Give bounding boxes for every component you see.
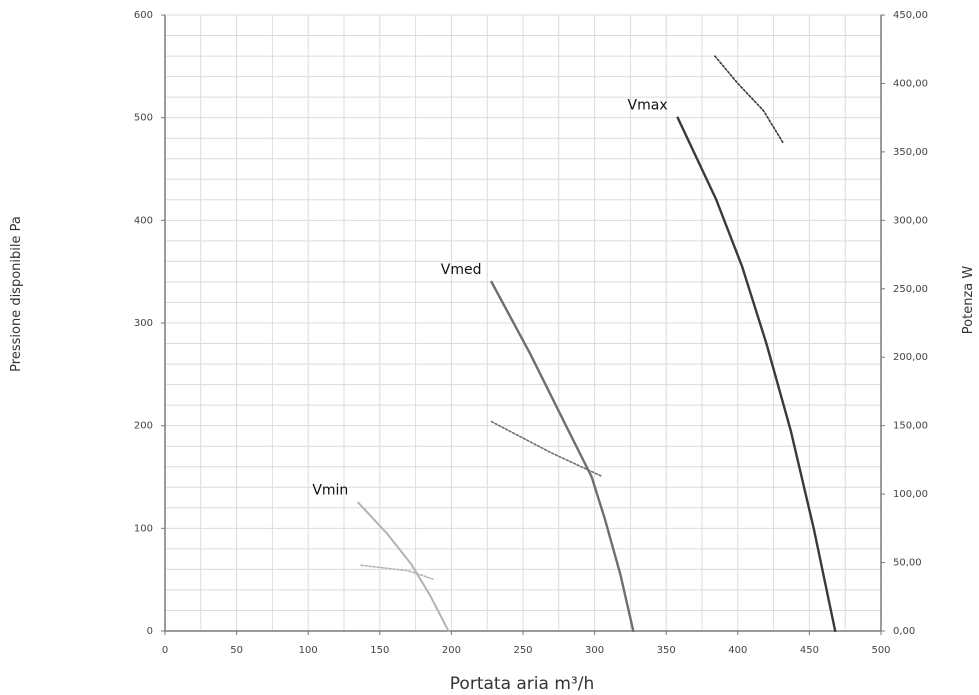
y-tick-label: 500: [134, 113, 153, 124]
y-tick-label: 200: [134, 421, 153, 432]
x-tick-label: 400: [728, 645, 747, 656]
y-tick-label: 400: [134, 215, 153, 226]
pressure-curve-vmax: [676, 116, 837, 633]
y2-tick-label: 450,00: [893, 10, 928, 21]
y2-tick-label: 100,00: [893, 489, 928, 500]
y-tick-label: 100: [134, 523, 153, 534]
x-tick-label: 450: [800, 645, 819, 656]
pressure-curve-vmed: [490, 280, 635, 633]
series-labels: Vmin Vmed Vmax: [312, 98, 667, 499]
series-label-vmed: Vmed: [441, 262, 482, 278]
y2-tick-label: 350,00: [893, 147, 928, 158]
x-tick-label: 500: [871, 645, 890, 656]
x-axis-title: Portata aria m³/h: [450, 674, 594, 694]
power-curve-vmax: [714, 55, 785, 145]
y2-axis-title: Potenza W: [961, 266, 976, 335]
y2-tick-label: 300,00: [893, 215, 928, 226]
x-tick-label: 150: [370, 645, 389, 656]
power-curve-vmin: [360, 564, 434, 580]
x-tick-label: 300: [585, 645, 604, 656]
x-tick-label: 250: [513, 645, 532, 656]
y2-tick-label: 200,00: [893, 352, 928, 363]
y-axis-title: Pressione disponibile Pa: [9, 216, 24, 372]
axis-titles: Pressione disponibile Pa Potenza W Porta…: [9, 216, 976, 694]
y-tick-label: 600: [134, 10, 153, 21]
y2-tick-label: 50,00: [893, 558, 922, 569]
y2-tick-label: 400,00: [893, 78, 928, 89]
y-tick-label: 300: [134, 318, 153, 329]
x-tick-label: 50: [230, 645, 243, 656]
x-tick-label: 200: [442, 645, 461, 656]
pressure-curve-vmin: [357, 501, 450, 632]
y-tick-label: 0: [147, 626, 153, 637]
power-curve-vmed: [490, 420, 603, 478]
axes: 0 50 100 150 200 250 300 350 400 450 500 0 100 200 300…: [134, 10, 928, 656]
series-label-vmax: Vmax: [628, 98, 668, 114]
series-lines: [357, 55, 837, 633]
y2-tick-label: 250,00: [893, 284, 928, 295]
x-tick-label: 350: [657, 645, 676, 656]
x-tick-label: 0: [162, 645, 168, 656]
x-tick-label: 100: [299, 645, 318, 656]
y2-tick-label: 0,00: [893, 626, 915, 637]
grid: [164, 14, 882, 632]
series-label-vmin: Vmin: [312, 483, 348, 499]
y2-tick-label: 150,00: [893, 421, 928, 432]
